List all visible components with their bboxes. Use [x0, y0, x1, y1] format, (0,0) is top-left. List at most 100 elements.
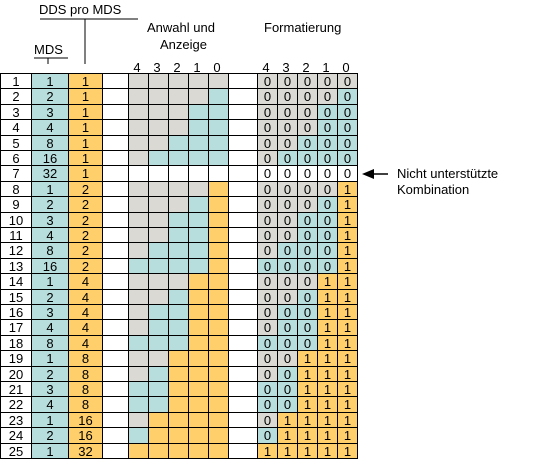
- anwahl-cell: [168, 396, 189, 413]
- mds-cell: 2: [31, 427, 69, 444]
- anwahl-cell: [168, 258, 189, 274]
- format-bit-cell: 0: [257, 258, 278, 274]
- spacer-cell: [102, 273, 129, 290]
- format-bit-label-4: 4: [262, 60, 270, 75]
- format-bit-cell: 0: [337, 165, 358, 182]
- format-bit-cell: 1: [337, 443, 358, 459]
- row-number-cell: 8: [0, 181, 32, 197]
- mds-cell: 3: [31, 212, 69, 228]
- spacer-cell: [228, 150, 258, 166]
- anwahl-cell: [168, 381, 189, 397]
- anwahl-cell: [188, 212, 209, 228]
- anwahl-cell: [128, 212, 149, 228]
- anwahl-cell: [168, 181, 189, 197]
- anwahl-cell: [188, 104, 209, 120]
- dds-cell: 1: [68, 150, 103, 166]
- row-number-cell: 9: [0, 196, 32, 213]
- anwahl-cell: [148, 181, 169, 197]
- format-bit-cell: 1: [337, 304, 358, 320]
- format-bit-cell: 1: [337, 396, 358, 413]
- anwahl-cell: [148, 427, 169, 444]
- format-bit-cell: 0: [257, 227, 278, 243]
- format-bit-cell: 1: [337, 273, 358, 290]
- spacer-cell: [102, 304, 129, 320]
- dds-cell: 1: [68, 119, 103, 136]
- spacer-cell: [228, 242, 258, 259]
- anwahl-cell: [128, 366, 149, 382]
- anwahl-cell: [128, 119, 149, 136]
- anwahl-cell: [168, 443, 189, 459]
- format-bit-cell: 1: [337, 212, 358, 228]
- format-bit-cell: 0: [257, 181, 278, 197]
- format-bit-cell: 0: [277, 396, 298, 413]
- anwahl-cell: [208, 227, 229, 243]
- format-bit-cell: 1: [337, 335, 358, 351]
- format-bit-cell: 1: [297, 381, 318, 397]
- mds-header: MDS: [34, 42, 63, 57]
- dds-cell: 4: [68, 304, 103, 320]
- anwahl-cell: [148, 242, 169, 259]
- mds-cell: 16: [31, 150, 69, 166]
- anwahl-cell: [148, 304, 169, 320]
- mds-cell: 8: [31, 335, 69, 351]
- row-number-cell: 19: [0, 350, 32, 367]
- anwahl-cell: [128, 150, 149, 166]
- format-bit-cell: 0: [317, 73, 338, 89]
- format-bit-cell: 1: [337, 366, 358, 382]
- format-bit-label-1: 1: [322, 60, 330, 75]
- anwahl-cell: [148, 381, 169, 397]
- format-bit-cell: 1: [297, 396, 318, 413]
- format-bit-cell: 1: [337, 319, 358, 336]
- row-number-cell: 16: [0, 304, 32, 320]
- format-bit-cell: 0: [297, 73, 318, 89]
- anwahl-cell: [208, 212, 229, 228]
- format-bit-cell: 0: [297, 88, 318, 105]
- anwahl-cell: [208, 135, 229, 151]
- anwahl-cell: [168, 196, 189, 213]
- dds-cell: 2: [68, 212, 103, 228]
- anwahl-cell: [148, 443, 169, 459]
- format-bit-cell: 0: [317, 88, 338, 105]
- row-number-cell: 24: [0, 427, 32, 444]
- anwahl-cell: [168, 304, 189, 320]
- row-number-cell: 11: [0, 227, 32, 243]
- format-bit-cell: 0: [317, 119, 338, 136]
- format-bit-cell: 1: [317, 412, 338, 428]
- anwahl-header-line1: Anwahl und: [147, 20, 215, 35]
- format-bit-cell: 1: [257, 443, 278, 459]
- row-number-cell: 18: [0, 335, 32, 351]
- anwahl-cell: [188, 412, 209, 428]
- row-number-cell: 3: [0, 104, 32, 120]
- spacer-cell: [102, 350, 129, 367]
- anwahl-cell: [128, 443, 149, 459]
- spacer-cell: [102, 181, 129, 197]
- spacer-cell: [102, 212, 129, 228]
- anwahl-cell: [188, 427, 209, 444]
- format-bit-cell: 0: [277, 366, 298, 382]
- anwahl-cell: [148, 150, 169, 166]
- format-bit-cell: 0: [337, 73, 358, 89]
- format-bit-cell: 0: [277, 273, 298, 290]
- format-bit-cell: 1: [277, 443, 298, 459]
- anwahl-cell: [168, 242, 189, 259]
- format-bit-cell: 0: [277, 242, 298, 259]
- spacer-cell: [228, 427, 258, 444]
- spacer-cell: [228, 335, 258, 351]
- dds-cell: 8: [68, 396, 103, 413]
- anwahl-cell: [208, 427, 229, 444]
- format-bit-cell: 1: [337, 196, 358, 213]
- anwahl-cell: [148, 104, 169, 120]
- anwahl-cell: [208, 258, 229, 274]
- spacer-cell: [102, 227, 129, 243]
- spacer-cell: [102, 381, 129, 397]
- format-bit-cell: 0: [337, 88, 358, 105]
- format-bit-cell: 0: [277, 304, 298, 320]
- mds-cell: 8: [31, 135, 69, 151]
- format-bit-cell: 0: [277, 227, 298, 243]
- format-bit-cell: 0: [257, 350, 278, 367]
- anwahl-cell: [128, 104, 149, 120]
- spacer-cell: [102, 73, 129, 89]
- row-number-cell: 1: [0, 73, 32, 89]
- anwahl-bit-label-1: 1: [193, 60, 201, 75]
- anwahl-cell: [208, 119, 229, 136]
